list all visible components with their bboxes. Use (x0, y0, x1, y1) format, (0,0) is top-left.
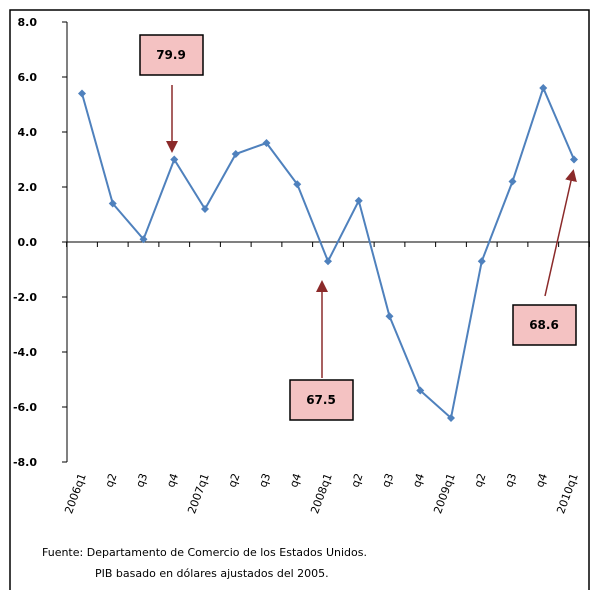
point (170, 155, 179, 164)
point (508, 177, 517, 186)
y-tick-label: 0.0 (18, 236, 38, 249)
y-tick-label: -6.0 (13, 401, 37, 414)
point (354, 196, 363, 205)
x-tick-label: 2007q1 (185, 472, 212, 516)
y-tick-label: 6.0 (18, 71, 38, 84)
y-tick-label: -4.0 (13, 346, 37, 359)
x-tick-label: q2 (226, 472, 243, 490)
x-tick-label: q4 (533, 472, 550, 490)
x-tick-label: q2 (349, 472, 366, 490)
x-tick-label: q4 (287, 472, 304, 490)
point (570, 155, 578, 164)
annotation-box (139, 34, 204, 76)
annotation-box (512, 304, 577, 346)
x-tick-label: q3 (133, 472, 150, 490)
x-tick-label: q4 (410, 472, 427, 490)
line-series (81, 85, 575, 420)
source-line: Fuente: Departamento de Comercio de los … (42, 546, 367, 559)
annotation-label: 67.5 (306, 393, 336, 407)
frame (9, 9, 590, 590)
point (139, 235, 148, 244)
x-tick-label: q3 (502, 472, 519, 490)
annotation-arrow (544, 169, 577, 297)
x-tick-label: 2009q1 (431, 472, 458, 516)
point (477, 257, 486, 266)
x-tick-label: 2006q1 (62, 472, 89, 516)
x-tick-label: q3 (379, 472, 396, 490)
point (539, 84, 548, 92)
y-tick-label: -2.0 (13, 291, 37, 304)
annotation-label: 79.9 (156, 48, 186, 62)
point (416, 386, 425, 395)
y-tick-label: 2.0 (18, 181, 38, 194)
y-tick-label: 4.0 (18, 126, 38, 139)
y-tick-label: 8.0 (18, 16, 38, 29)
annotation-box (289, 379, 354, 421)
point (447, 414, 455, 422)
point (231, 150, 240, 158)
y-tick-label: -8.0 (13, 456, 37, 469)
point (293, 180, 302, 189)
x-tick-label: 2008q1 (308, 472, 335, 516)
x-tick-label: q2 (472, 472, 489, 490)
x-tick-label: 2010q1 (554, 472, 581, 516)
point (324, 257, 332, 266)
x-tick-label: q4 (164, 472, 181, 490)
x-tick-label: q2 (103, 472, 120, 490)
source-line: PIB basado en dólares ajustados del 2005… (95, 567, 329, 580)
point (385, 312, 394, 321)
point (108, 199, 117, 208)
point (262, 139, 271, 147)
x-tick-label: q3 (256, 472, 273, 490)
point (201, 205, 209, 213)
annotation-label: 68.6 (529, 318, 559, 332)
point (78, 89, 86, 98)
